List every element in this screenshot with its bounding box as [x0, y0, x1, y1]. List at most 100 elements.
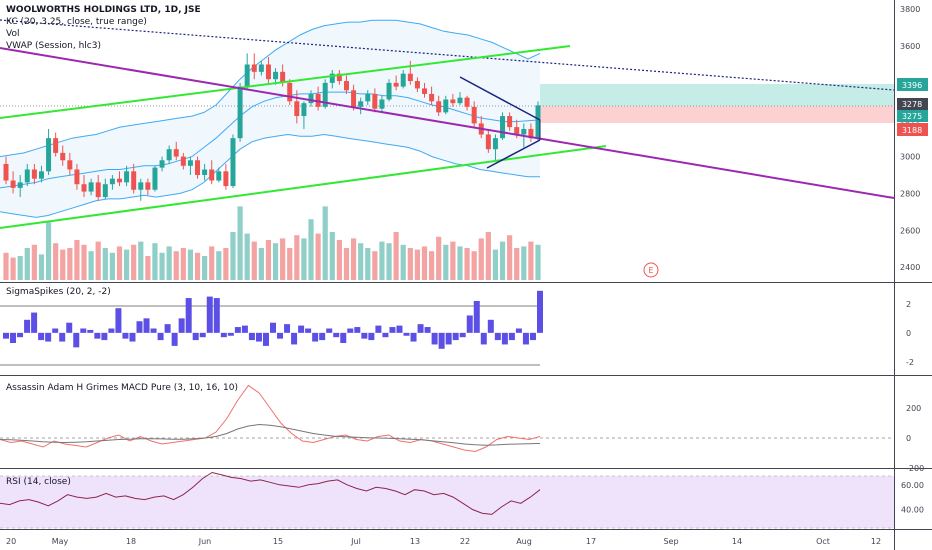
candle-body — [301, 103, 307, 117]
price-tick-label: 2400 — [900, 263, 920, 272]
channel-lower-green-line[interactable] — [0, 145, 607, 229]
candle-body — [230, 138, 236, 187]
volume-bar — [350, 238, 357, 280]
earnings-event-marker[interactable]: E — [643, 262, 659, 278]
macd-tick-label: 0 — [906, 434, 911, 443]
volume-bar — [38, 254, 45, 280]
volume-bar — [457, 246, 463, 280]
sigma-bar — [466, 315, 473, 333]
sigma-bar — [24, 319, 31, 333]
target-zone — [540, 84, 894, 106]
volume-bar — [471, 251, 477, 280]
rsi-pane: RSI (14, close) 60.00 40.00 — [0, 471, 924, 529]
candle-body — [308, 93, 314, 104]
keltner-fill — [0, 20, 540, 218]
volume-bar — [528, 241, 534, 280]
date-tick-label: 13 — [410, 537, 420, 546]
sigma-bar — [452, 332, 459, 341]
time-axis[interactable]: 20 May 18 Jun 15 Jul 13 22 Aug 17 Sep 14 Oct 12 — [6, 537, 881, 546]
sigma-bar — [312, 332, 319, 342]
sigma-bar — [108, 328, 115, 333]
channel-upper-green-line[interactable] — [0, 45, 571, 119]
macd-legend: Assassin Adam H Grimes MACD Pure (3, 10,… — [6, 383, 238, 393]
volume-bar — [230, 232, 236, 280]
sigma-bar — [291, 332, 298, 345]
candle-body — [287, 82, 293, 102]
keltner-middle-line — [0, 91, 541, 189]
date-tick-label: 20 — [6, 537, 16, 546]
sigma-bar — [424, 327, 431, 333]
sigma-bar — [347, 328, 354, 333]
candle-body — [436, 101, 442, 113]
sigma-bar — [66, 322, 73, 333]
sigma-bar — [445, 332, 452, 345]
volume-bar — [400, 244, 406, 280]
volume-bar — [258, 248, 264, 280]
price-tick-label: 3600 — [900, 42, 920, 51]
sigma-bar — [101, 332, 108, 341]
sigma-bar — [157, 332, 164, 341]
sigma-pane: SigmaSpikes (20, 2, -2) 2 0 -2 — [0, 287, 914, 367]
candle-body — [131, 171, 137, 190]
sigma-bar — [515, 328, 522, 333]
legend: WOOLWORTHS HOLDINGS LTD, 1D, JSE KC (20,… — [6, 5, 201, 51]
sigma-bar — [199, 332, 206, 338]
volume-bar — [429, 251, 435, 280]
sigma-tick-label: -2 — [906, 358, 914, 367]
sigma-bar — [522, 332, 529, 345]
sigma-bar — [122, 332, 129, 339]
candle-body — [251, 64, 257, 72]
candle-body — [429, 93, 435, 102]
sigma-bar — [52, 328, 59, 333]
candle-body — [38, 171, 44, 179]
badge-last: 3278 — [902, 100, 922, 109]
sigma-bar — [473, 300, 480, 333]
candle-body — [400, 73, 406, 87]
volume-bar — [294, 235, 300, 280]
sigma-bar — [3, 332, 9, 339]
sigma-bar — [87, 329, 94, 333]
candle-body — [365, 93, 371, 102]
candle-body — [507, 116, 513, 128]
volume-bar — [88, 251, 94, 280]
sigma-bar — [192, 332, 199, 341]
volume-bar — [365, 248, 371, 280]
candle-body — [195, 160, 201, 175]
date-tick-label: Jul — [350, 537, 361, 546]
volume-bar — [308, 219, 314, 280]
sigma-bar — [73, 332, 80, 348]
candle-body — [535, 105, 541, 139]
sigma-bar — [480, 332, 487, 345]
resistance-dotted-line[interactable] — [0, 19, 895, 91]
rsi-legend: RSI (14, close) — [6, 477, 71, 487]
sigma-bar — [115, 308, 122, 333]
volume-bar — [485, 232, 491, 280]
date-tick-label: Jun — [198, 537, 212, 546]
volume-bar — [237, 206, 243, 280]
candle-body — [53, 138, 59, 153]
candle-body — [209, 169, 215, 181]
sigma-bar — [375, 325, 382, 333]
volume-bar — [95, 241, 101, 280]
candle-body — [450, 99, 456, 104]
sigma-bar — [45, 332, 52, 342]
candle-body — [95, 182, 101, 198]
volume-bar — [202, 256, 208, 280]
sigma-bar — [185, 298, 192, 333]
candle-body — [216, 171, 222, 181]
candle-body — [173, 149, 179, 157]
keltner-lower-line — [0, 133, 540, 218]
candle-body — [223, 171, 229, 187]
volume-bar — [436, 236, 442, 280]
sigma-bar — [178, 318, 185, 333]
candlesticks — [3, 53, 541, 201]
triangle-pattern[interactable] — [459, 76, 541, 169]
rsi-axis: 60.00 40.00 — [901, 481, 924, 515]
candle-body — [202, 169, 208, 175]
purple-trend-line[interactable] — [0, 47, 895, 199]
volume-bar — [209, 246, 215, 280]
volume-bar — [407, 248, 413, 280]
candle-body — [351, 90, 357, 107]
candle-body — [322, 82, 328, 107]
